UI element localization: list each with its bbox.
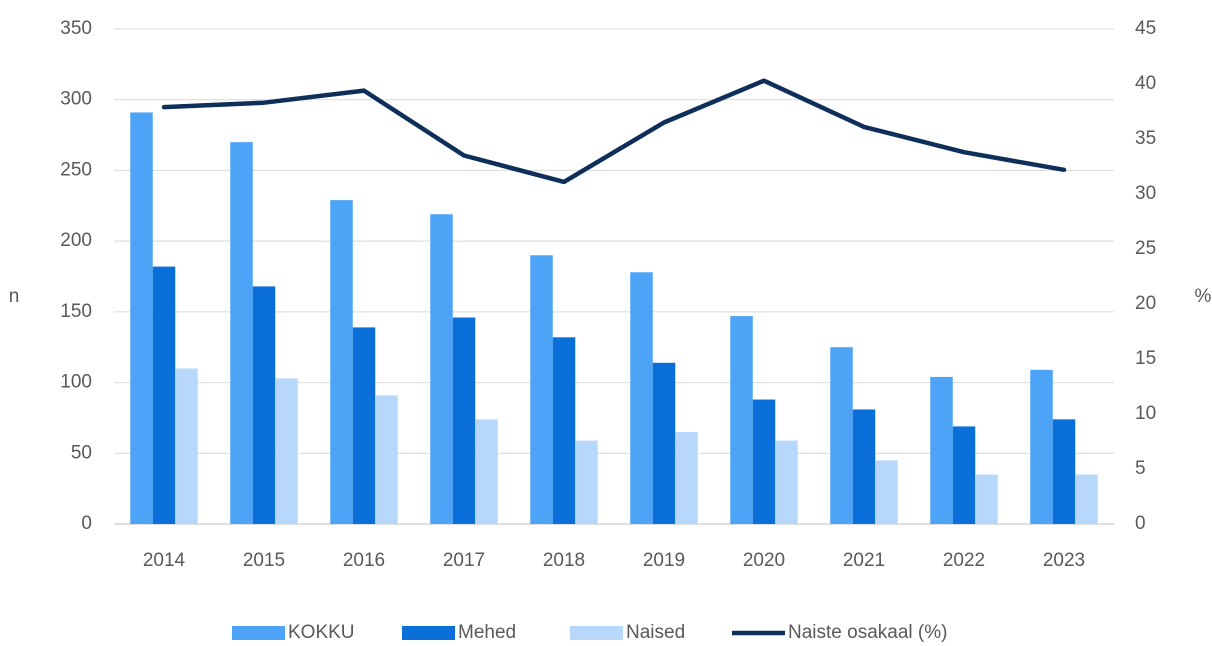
x-tick-label: 2019 [643,550,685,571]
y2-tick-label: 10 [1135,403,1156,424]
bar [1030,369,1053,524]
legend-swatch [232,626,285,640]
bar [530,255,553,525]
bar [675,432,698,524]
legend-label: KOKKU [288,622,355,643]
y-tick-label: 250 [60,159,92,180]
bar [830,347,853,524]
legend-label: Naiste osakaal (%) [788,622,947,643]
x-tick-label: 2018 [543,550,585,571]
bar [875,460,898,524]
bar [352,327,376,524]
bar [552,337,576,524]
x-tick-label: 2020 [743,550,785,571]
bar [452,317,476,524]
bar [852,409,876,524]
legend-label: Naised [626,622,685,643]
y-tick-label: 100 [60,372,92,393]
y2-tick-label: 45 [1135,18,1156,39]
y-tick-label: 0 [81,513,92,534]
y2-tick-label: 25 [1135,238,1156,259]
bar [152,266,176,524]
bar [275,378,298,524]
x-tick-label: 2021 [843,550,885,571]
y-tick-label: 200 [60,230,92,251]
y2-tick-label: 15 [1135,348,1156,369]
y2-axis-label: % [1195,286,1212,307]
bar [252,286,276,524]
bar [475,419,498,524]
bar [730,316,753,524]
bar [752,399,776,524]
y-tick-label: 50 [71,442,92,463]
bar [375,395,398,524]
y2-tick-label: 30 [1135,183,1156,204]
y2-tick-label: 0 [1135,513,1146,534]
bar [330,200,353,524]
x-tick-label: 2022 [943,550,985,571]
bar [975,474,998,524]
bar [1075,474,1098,524]
x-tick-label: 2016 [343,550,385,571]
x-tick-label: 2017 [443,550,485,571]
y-tick-label: 150 [60,301,92,322]
bar [430,214,453,524]
bar [175,368,198,524]
bar [230,142,253,524]
y-tick-label: 300 [60,89,92,110]
bar [652,362,676,524]
y-axis-label: n [9,286,20,307]
bar [130,112,153,524]
bar [1052,419,1076,524]
y2-tick-label: 5 [1135,458,1146,479]
bar [930,376,953,524]
bar [630,272,653,524]
line [161,78,1067,185]
y2-tick-label: 40 [1135,73,1156,94]
bar [575,440,598,524]
y2-tick-label: 20 [1135,293,1156,314]
x-tick-label: 2015 [243,550,285,571]
y-tick-label: 350 [60,18,92,39]
legend-swatch [402,626,455,640]
x-tick-label: 2023 [1043,550,1085,571]
legend-swatch [570,626,623,640]
x-tick-label: 2014 [143,550,186,571]
bar [952,426,976,524]
y2-tick-label: 35 [1135,128,1156,149]
bar [775,440,798,524]
legend-label: Mehed [458,622,516,643]
